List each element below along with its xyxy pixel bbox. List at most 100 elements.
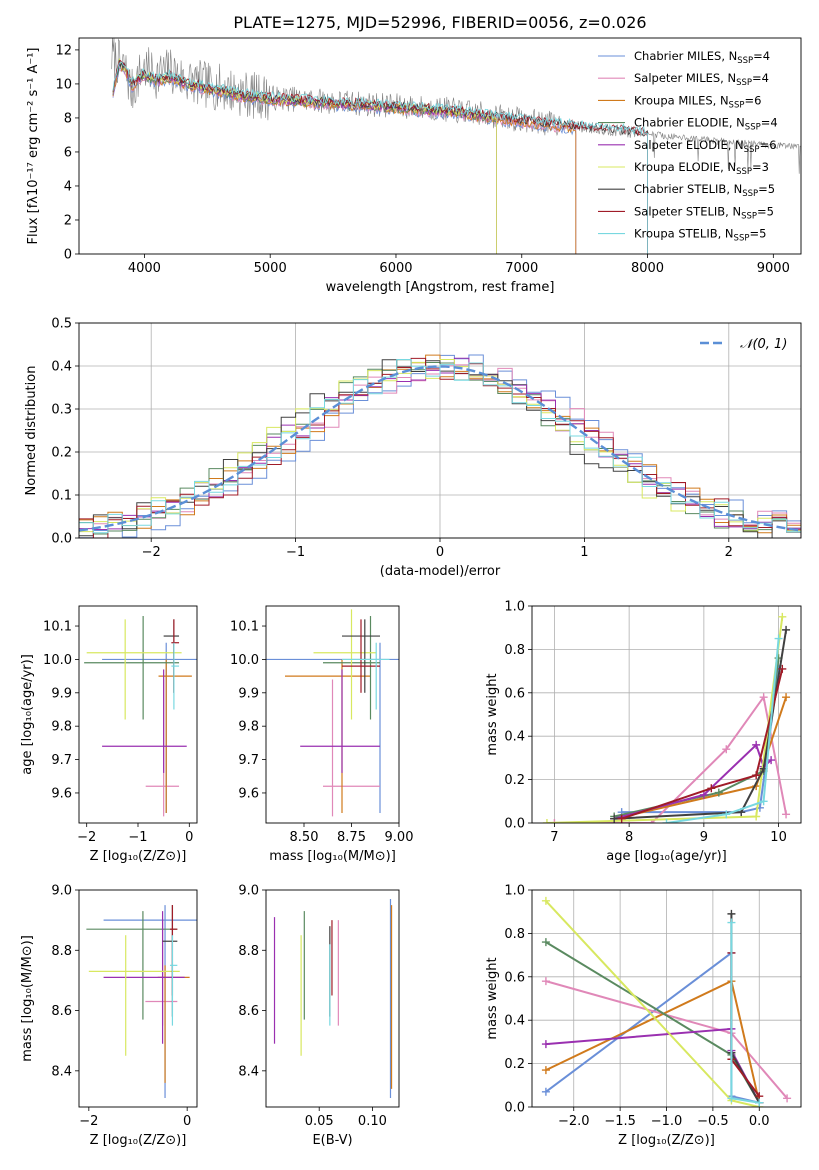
x-tick-label: 1	[580, 545, 588, 560]
y-tick-label: 8	[64, 111, 72, 126]
legend-label: 𝒩(0, 1)	[740, 337, 787, 352]
weight-point-marker	[617, 814, 626, 823]
weight-point-marker	[752, 740, 761, 749]
x-tick-label: −0.5	[697, 1114, 729, 1129]
y-tick-label: 0.6	[504, 970, 525, 985]
y-tick-label: 10	[55, 77, 72, 92]
weight-point-marker	[727, 1094, 736, 1103]
weight-lines	[542, 612, 791, 823]
x-tick-label: 8000	[631, 261, 664, 276]
y-tick-label: 0.8	[504, 643, 525, 658]
x-axis-label: mass [log₁₀(M/M⊙)]	[269, 849, 396, 864]
y-tick-label: 9.8	[51, 720, 72, 735]
weight-point-marker	[752, 812, 761, 821]
y-tick-label: 1.0	[504, 884, 525, 899]
x-axis-label: age [log₁₀(age/yr)]	[606, 849, 727, 864]
x-tick-label: 8.75	[337, 830, 366, 845]
y-tick-label: 0.6	[504, 686, 525, 701]
x-tick-label: 7000	[505, 261, 538, 276]
x-axis-label: Z [log₁₀(Z/Z⊙)]	[90, 1133, 187, 1148]
y-tick-label: 0.5	[51, 317, 72, 332]
y-tick-label: 1.0	[504, 600, 525, 615]
axes-frame	[265, 889, 400, 1108]
x-tick-label: 9	[700, 830, 708, 845]
y-tick-label: 10.1	[43, 620, 72, 635]
y-tick-label: 0.0	[504, 1101, 525, 1116]
x-axis-label: E(B-V)	[312, 1133, 352, 1148]
legend-label: Salpeter MILES, NSSP=4	[634, 71, 769, 88]
legend-label: Chabrier STELIB, NSSP=5	[634, 182, 775, 199]
weight-series-line	[545, 950, 760, 1104]
y-tick-label: 0.1	[51, 489, 72, 504]
weight-point-marker	[550, 819, 559, 823]
weight-point-marker	[662, 819, 671, 823]
weight-point-marker	[541, 938, 550, 947]
y-tick-label: 0.2	[51, 446, 72, 461]
spectrum-lines	[111, 38, 801, 254]
model-spectrum-line	[112, 60, 497, 254]
y-tick-label: 0	[64, 248, 72, 263]
legend-label: Chabrier MILES, NSSP=4	[634, 49, 770, 66]
weight-point-marker	[541, 1040, 550, 1049]
x-tick-label: −1	[128, 830, 147, 845]
y-tick-label: 0.4	[51, 360, 72, 375]
y-axis-label: mass weight	[485, 957, 500, 1039]
weight-vs-age-panel: 7 8 9 10 0.0 0.2 0.4 0.6 0.8 1.0 age [log₁₀(age/yr…	[485, 600, 802, 864]
histogram-series	[79, 357, 801, 538]
weight-point-marker	[699, 790, 708, 799]
y-tick-label: 8.6	[238, 1004, 259, 1019]
weight-point-marker	[782, 625, 791, 634]
weight-point-marker	[752, 771, 761, 780]
x-tick-label: 10	[770, 830, 787, 845]
y-tick-label: 10.1	[230, 620, 259, 635]
x-tick-label: 5000	[254, 261, 287, 276]
y-tick-label: 8.6	[51, 1004, 72, 1019]
legend-label: Kroupa ELODIE, NSSP=3	[634, 160, 769, 177]
y-axis-label: mass [log₁₀(M/M⊙)]	[20, 935, 35, 1062]
errorbar-marks	[266, 609, 399, 817]
weight-series-line	[621, 668, 780, 814]
axes-frame	[78, 889, 198, 1108]
legend-label: Salpeter STELIB, NSSP=5	[634, 204, 774, 221]
x-tick-label: −2.0	[558, 1114, 590, 1129]
errorbar-marks	[86, 905, 197, 1098]
model-spectrum-line	[112, 59, 648, 254]
weight-point-marker	[541, 1087, 550, 1096]
weight-point-marker	[759, 693, 768, 702]
weight-point-marker	[782, 810, 791, 819]
axes-frame	[78, 605, 198, 824]
weight-series-line	[545, 941, 761, 1104]
weight-point-marker	[541, 977, 550, 986]
weight-series-line	[545, 900, 760, 1107]
x-tick-label: −1	[286, 545, 305, 560]
weight-point-marker	[542, 819, 551, 823]
y-tick-label: 0.4	[504, 1014, 525, 1029]
spectrum-panel: 4000 5000 6000 7000 8000 9000 0 2 4 6 8 10 12 wavelen…	[26, 37, 802, 295]
y-tick-label: 8.8	[51, 944, 72, 959]
y-tick-label: 10.0	[43, 653, 72, 668]
y-tick-label: 4	[64, 179, 72, 194]
y-tick-label: 9.9	[238, 686, 259, 701]
x-tick-label: 9.00	[385, 830, 414, 845]
model-spectrum-line	[112, 61, 577, 254]
x-tick-label: 0.0	[749, 1114, 770, 1129]
y-tick-label: 0.8	[504, 927, 525, 942]
weight-point-marker	[778, 664, 787, 673]
x-tick-label: −2	[142, 545, 161, 560]
y-axis-label: age [log₁₀(age/yr)]	[20, 654, 35, 775]
weight-point-marker	[727, 918, 736, 927]
x-axis-label: Z [log₁₀(Z/Z⊙)]	[618, 1133, 715, 1148]
weight-point-marker	[783, 1094, 792, 1103]
y-tick-label: 0.3	[51, 403, 72, 418]
mass-vs-Z-panel: −2 0 8.4 8.6 8.8 9.0 Z [log₁₀(Z/Z⊙)] mass [log₁…	[20, 884, 198, 1148]
y-tick-label: 9.6	[238, 786, 259, 801]
age-vs-Z-panel: −2 −1 0 9.6 9.7 9.8 9.9 10.0 10.1 Z [log₁₀(Z/Z⊙)]…	[20, 605, 198, 864]
model-spectrum-line	[112, 58, 497, 254]
y-tick-label: 8.8	[238, 944, 259, 959]
x-tick-label: −1.5	[604, 1114, 636, 1129]
weight-series-line	[730, 913, 761, 1104]
weight-series-line	[621, 668, 784, 820]
x-tick-label: −1.0	[651, 1114, 683, 1129]
x-tick-label: 0	[183, 1114, 191, 1129]
